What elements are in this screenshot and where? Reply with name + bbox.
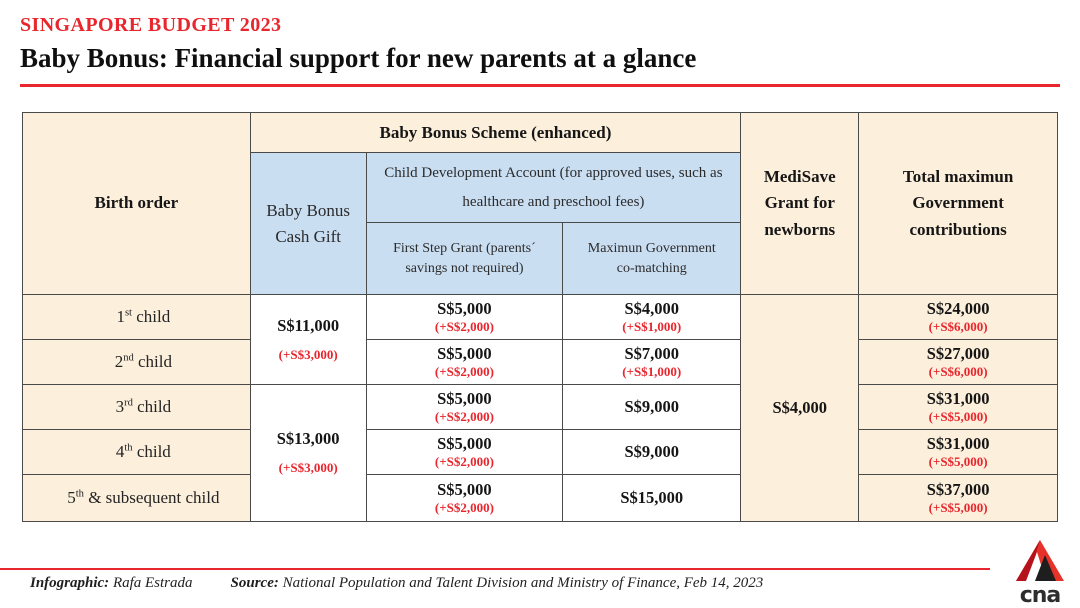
total-value: S$37,000 [926, 479, 990, 499]
cna-logo: cna [1008, 539, 1072, 608]
total-bonus: (+S$6,000) [928, 318, 988, 334]
first-step-value: S$5,000 [437, 433, 492, 453]
first-step-value: S$5,000 [437, 388, 492, 408]
total-cell: S$37,000 (+S$5,000) [858, 474, 1058, 523]
first-step-bonus: (+S$2,000) [434, 318, 494, 334]
page-title: Baby Bonus: Financial support for new pa… [20, 43, 697, 73]
first-step-value: S$5,000 [437, 479, 492, 499]
cash-gift-bonus: (+S$3,000) [278, 460, 338, 475]
total-bonus: (+S$6,000) [928, 363, 988, 379]
first-step-cell: S$5,000 (+S$2,000) [365, 429, 564, 476]
cna-logo-text: cna [1020, 583, 1061, 605]
total-value: S$31,000 [926, 433, 990, 453]
total-bonus: (+S$5,000) [928, 453, 988, 469]
birth-order-suffix: th [124, 442, 133, 454]
cash-gift-value: S$11,000 [277, 315, 340, 335]
page-header: SINGAPORE BUDGET 2023 Baby Bonus: Financ… [0, 0, 1080, 88]
first-step-bonus: (+S$2,000) [434, 408, 494, 424]
total-value: S$24,000 [926, 298, 990, 318]
table-row-2: 2nd child S$5,000 (+S$2,000) S$7,000 (+S… [22, 339, 1058, 386]
co-matching-bonus: (+S$1,000) [622, 363, 682, 379]
cash-gift-value: S$13,000 [276, 429, 340, 449]
total-bonus: (+S$5,000) [928, 499, 988, 515]
header-scheme-group: Baby Bonus Scheme (enhanced) [249, 112, 742, 154]
cash-gift-cell-group1: S$11,000 (+S$3,000) [249, 294, 367, 386]
first-step-cell: S$5,000 (+S$2,000) [365, 474, 564, 523]
header-first-step: First Step Grant (parents´ savings not r… [365, 222, 564, 296]
header-total: Total maximun Government contributions [858, 112, 1058, 296]
birth-order-text: child [131, 307, 171, 327]
birth-order-number: 4 [115, 442, 125, 462]
first-step-bonus: (+S$2,000) [434, 363, 494, 379]
baby-bonus-table-wrapper: Birth order Baby Bonus Scheme (enhanced)… [22, 112, 1058, 523]
co-matching-value: S$7,000 [624, 343, 680, 363]
source-label: Source: [230, 575, 279, 591]
footer-credits: Infographic: Rafa Estrada Source: Nationa… [30, 575, 763, 592]
cna-logo-icon: cna [1016, 540, 1064, 608]
birth-order-number: 5 [67, 488, 76, 508]
birth-order-cell: 2nd child [22, 339, 251, 386]
co-matching-cell: S$15,000 [562, 474, 742, 523]
first-step-bonus: (+S$2,000) [434, 499, 494, 515]
total-value: S$27,000 [926, 343, 990, 363]
total-cell: S$24,000 (+S$6,000) [858, 294, 1058, 341]
co-matching-value: S$15,000 [620, 488, 684, 508]
co-matching-value: S$4,000 [624, 298, 680, 318]
birth-order-suffix: nd [123, 352, 134, 364]
total-bonus: (+S$5,000) [928, 408, 988, 424]
total-value: S$31,000 [926, 388, 990, 408]
source-credit: Source: National Population and Talent D… [231, 575, 764, 591]
first-step-value: S$5,000 [437, 298, 492, 318]
co-matching-bonus: (+S$1,000) [622, 318, 682, 334]
total-cell: S$31,000 (+S$5,000) [858, 429, 1058, 476]
birth-order-cell: 5th & subsequent child [22, 474, 251, 523]
co-matching-cell: S$9,000 [562, 429, 742, 476]
first-step-value: S$5,000 [437, 343, 492, 363]
birth-order-text: child [132, 442, 171, 462]
birth-order-text: child [132, 397, 172, 417]
source-value: National Population and Talent Division … [278, 575, 764, 591]
total-cell: S$31,000 (+S$5,000) [858, 384, 1058, 431]
cash-gift-bonus: (+S$3,000) [278, 346, 338, 362]
infographic-value: Rafa Estrada [109, 575, 193, 591]
birth-order-suffix: rd [124, 397, 133, 409]
co-matching-cell: S$4,000 (+S$1,000) [562, 294, 742, 341]
table-row-4: 4th child S$5,000 (+S$2,000) S$9,000 S$3… [22, 429, 1058, 476]
title-underline [20, 84, 1060, 88]
header-birth-order: Birth order [22, 112, 251, 296]
birth-order-number: 3 [115, 397, 125, 417]
co-matching-value: S$9,000 [624, 397, 680, 417]
header-cda-group: Child Development Account (for approved … [365, 152, 742, 224]
birth-order-number: 1 [116, 307, 125, 327]
baby-bonus-table: Birth order Baby Bonus Scheme (enhanced)… [22, 112, 1058, 523]
birth-order-text: & subsequent child [83, 488, 220, 508]
header-medisave: MediSave Grant for newborns [740, 112, 860, 296]
kicker: SINGAPORE BUDGET 2023 [20, 14, 282, 36]
birth-order-suffix: st [124, 307, 132, 319]
first-step-cell: S$5,000 (+S$2,000) [365, 294, 564, 341]
birth-order-cell: 1st child [22, 294, 251, 341]
co-matching-cell: S$9,000 [562, 384, 742, 431]
footer-divider [0, 568, 990, 570]
table-row-5: 5th & subsequent child S$5,000 (+S$2,000… [22, 474, 1058, 523]
first-step-cell: S$5,000 (+S$2,000) [365, 339, 564, 386]
birth-order-suffix: th [75, 488, 84, 500]
table-row-1: 1st child S$11,000 (+S$3,000) S$5,000 (+… [22, 294, 1058, 523]
cash-gift-cell-group2: S$13,000 (+S$3,000) [249, 384, 367, 523]
first-step-bonus: (+S$2,000) [434, 453, 494, 469]
header-co-matching: Maximun Government co-matching [562, 222, 742, 296]
infographic-label: Infographic: [30, 575, 110, 591]
first-step-cell: S$5,000 (+S$2,000) [365, 384, 564, 431]
medisave-cell: S$4,000 [740, 294, 860, 523]
birth-order-text: child [133, 352, 172, 372]
infographic-credit: Infographic: Rafa Estrada [30, 575, 193, 591]
co-matching-value: S$9,000 [624, 442, 680, 462]
header-cash-gift: Baby Bonus Cash Gift [249, 152, 367, 296]
co-matching-cell: S$7,000 (+S$1,000) [562, 339, 742, 386]
total-cell: S$27,000 (+S$6,000) [858, 339, 1058, 386]
table-row-3: 3rd child S$13,000 (+S$3,000) S$5,000 (+… [22, 384, 1058, 523]
birth-order-cell: 3rd child [22, 384, 251, 431]
birth-order-number: 2 [114, 352, 124, 372]
birth-order-cell: 4th child [22, 429, 251, 476]
